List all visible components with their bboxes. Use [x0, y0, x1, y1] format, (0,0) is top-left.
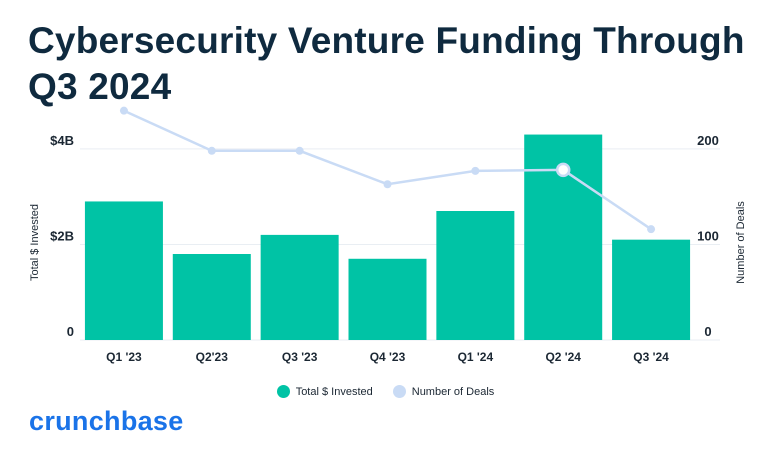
legend-item-deals[interactable]: Number of Deals — [392, 385, 495, 398]
legend-item-invested[interactable]: Total $ Invested — [276, 385, 373, 398]
category-label: Q4 '23 — [370, 350, 406, 364]
bar — [260, 234, 339, 340]
category-label: Q2 '24 — [545, 350, 581, 364]
deals-point — [555, 162, 571, 178]
deals-point — [647, 225, 656, 234]
crunchbase-logo: crunchbase — [29, 406, 184, 436]
left-tick-label: 0 — [67, 324, 74, 339]
category-label: Q3 '23 — [282, 350, 318, 364]
left-axis-title: Total $ Invested — [29, 204, 41, 281]
bar — [172, 254, 251, 340]
deals-point — [383, 180, 392, 189]
bar — [436, 211, 515, 340]
bar — [612, 239, 691, 340]
left-tick-label: $2B — [50, 228, 74, 243]
bar — [348, 258, 427, 340]
category-label: Q3 '24 — [633, 350, 669, 364]
left-tick-label: $4B — [50, 133, 74, 148]
legend-swatch-invested — [276, 385, 290, 398]
right-tick-label: 100 — [697, 228, 719, 243]
category-label: Q1 '23 — [106, 350, 142, 364]
deals-point — [119, 106, 128, 115]
legend-label-deals: Number of Deals — [411, 385, 495, 398]
deals-point — [471, 166, 480, 175]
right-axis-title: Number of Deals — [735, 201, 747, 284]
chart-title: Cybersecurity Venture Funding Through Q3… — [28, 20, 745, 107]
deals-point — [295, 146, 304, 155]
legend-label-invested: Total $ Invested — [295, 385, 373, 398]
legend: Total $ Invested Number of Deals — [0, 385, 771, 398]
category-label: Q1 '24 — [458, 350, 494, 364]
category-label: Q2'23 — [196, 350, 229, 364]
deals-point — [207, 146, 216, 155]
right-tick-label: 200 — [697, 133, 719, 148]
legend-swatch-deals — [392, 385, 406, 398]
bar — [84, 201, 163, 340]
right-tick-label: 0 — [704, 324, 711, 339]
